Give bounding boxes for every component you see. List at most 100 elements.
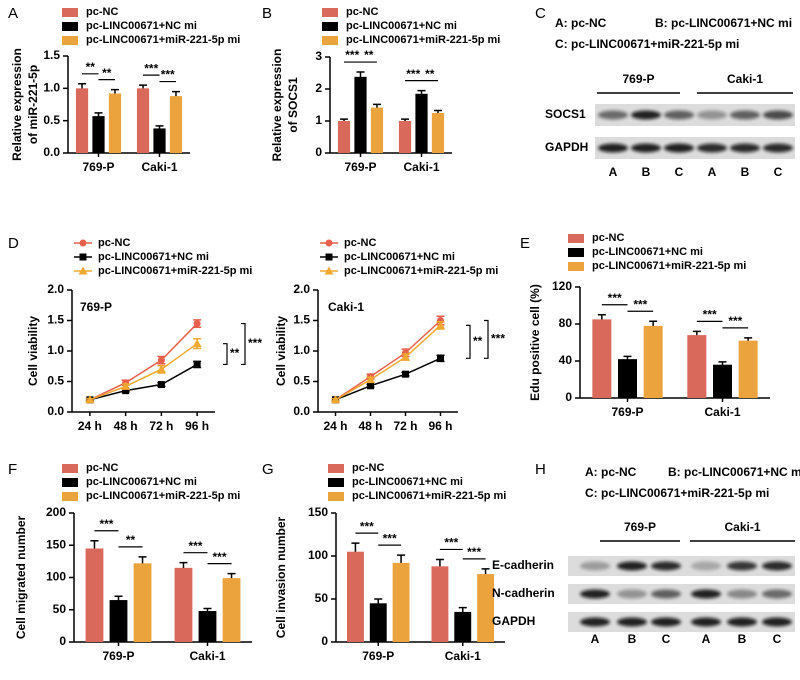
x-tick-label: 769-P (611, 405, 643, 419)
bar (354, 76, 367, 153)
legend-marker (79, 253, 87, 261)
bar (392, 562, 410, 642)
x-tick-label: Caki-1 (445, 649, 481, 663)
y-tick-label: 1.0 (293, 343, 310, 357)
legend-swatch (322, 8, 338, 17)
error-bar (433, 109, 442, 117)
error-bar (372, 103, 381, 112)
y-tick-label: 0 (59, 634, 66, 648)
blot-band (598, 143, 628, 153)
legend-label: pc-LINC00671+miR-221-5p mi (346, 34, 500, 46)
y-axis-label: Cell migrated number (14, 515, 28, 639)
error-bar (397, 554, 406, 572)
legend-swatch (328, 464, 344, 473)
legend-marker (325, 239, 333, 247)
lane-label: B (642, 165, 651, 179)
bar (618, 359, 637, 398)
error-bar (718, 361, 727, 369)
legend-label: pc-NC (352, 462, 384, 474)
y-tick-label: 0 (565, 390, 572, 404)
legend-marker (324, 266, 334, 275)
legend-label: pc-LINC00671+NC mi (344, 251, 455, 263)
panel-label: E (520, 235, 530, 252)
blot-key: A: pc-NC (555, 16, 607, 30)
error-bar (171, 90, 180, 102)
y-tick-label: 50 (315, 591, 329, 605)
significance-label: ** (102, 66, 112, 80)
error-bar (110, 88, 119, 99)
lane-label: B (738, 632, 747, 646)
bar (454, 611, 472, 642)
bar (169, 96, 183, 153)
blot-band (580, 589, 610, 599)
line (335, 319, 442, 401)
row-label: GAPDH (545, 140, 588, 154)
panel-label: F (8, 461, 17, 478)
lane-label: A (708, 165, 717, 179)
bar (415, 93, 428, 153)
legend-label: pc-NC (592, 232, 624, 244)
y-tick-label: 1 (315, 113, 322, 127)
y-tick-label: 0.0 (293, 404, 310, 418)
legend-swatch (62, 36, 78, 45)
x-tick-label: 24 h (78, 419, 102, 433)
legend-swatch (568, 234, 584, 243)
y-tick-label: 0 (315, 145, 322, 159)
error-bar (401, 118, 410, 124)
x-tick-label: 72 h (393, 419, 417, 433)
line (89, 323, 198, 401)
blot-band (651, 589, 681, 599)
significance-label: *** (188, 539, 202, 553)
legend-swatch (322, 22, 338, 31)
legend-label: pc-NC (86, 462, 118, 474)
error-bar (155, 125, 164, 132)
significance-label: ** (473, 334, 483, 348)
legend-swatch (568, 262, 584, 271)
blot-strip (568, 584, 795, 604)
legend-marker (78, 266, 88, 275)
legend-swatch (328, 492, 344, 501)
legend-swatch (62, 22, 78, 31)
point (193, 360, 201, 368)
x-tick-label: Caki-1 (704, 405, 740, 419)
blot-band (727, 617, 757, 627)
row-label: N-cadherin (492, 586, 555, 600)
bar (153, 128, 166, 153)
blot-band (617, 589, 647, 599)
y-tick-label: 1.5 (47, 313, 64, 327)
legend-swatch (328, 478, 344, 487)
error-bar (179, 561, 188, 574)
row-label: E-cadherin (492, 558, 554, 572)
bar (346, 551, 364, 642)
significance-label: ** (425, 67, 435, 81)
bar (370, 107, 384, 153)
significance-label: *** (444, 536, 458, 550)
blot-strip (595, 104, 795, 126)
bar (108, 93, 122, 153)
bar (75, 88, 89, 153)
y-tick-label: 200 (46, 505, 66, 519)
bar (133, 563, 152, 642)
error-bar (139, 84, 148, 93)
error-bar (340, 118, 349, 124)
blot-band (763, 143, 793, 153)
blot-band (763, 110, 793, 120)
x-tick-label: Caki-1 (189, 649, 225, 663)
point (331, 395, 340, 404)
y-tick-label: 100 (308, 548, 328, 562)
x-tick-label: 24 h (323, 419, 347, 433)
legend-label: pc-LINC00671+miR-221-5p mi (98, 265, 252, 277)
significance-label: *** (467, 545, 481, 559)
point (121, 381, 131, 390)
error-bar (356, 71, 365, 83)
error-bar (481, 568, 490, 580)
x-tick-label: Caki-1 (403, 160, 439, 174)
lane-label: B (741, 165, 750, 179)
significance-label: *** (383, 531, 397, 545)
lane-label: C (662, 632, 671, 646)
lane-label: C (773, 632, 782, 646)
line (89, 343, 198, 401)
blot-strip (568, 612, 795, 632)
point (401, 352, 410, 361)
legend-label: pc-LINC00671+NC mi (86, 20, 197, 32)
